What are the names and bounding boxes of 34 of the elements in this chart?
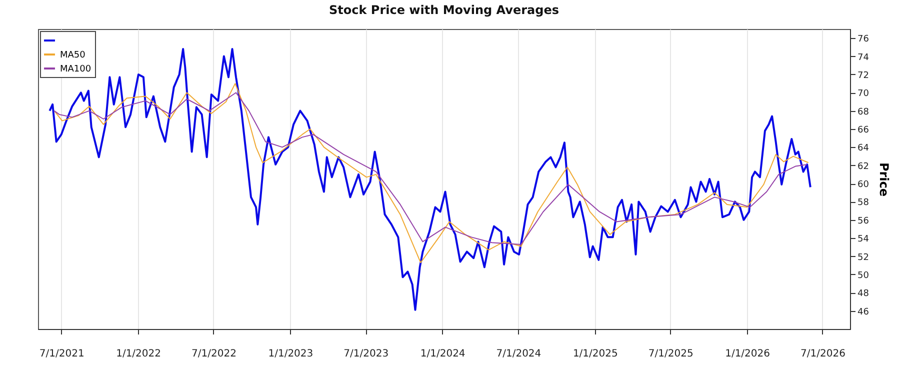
chart-title: Stock Price with Moving Averages — [329, 3, 559, 17]
y-tick-label: 54 — [858, 234, 870, 245]
y-tick-label: 52 — [858, 252, 869, 263]
y-tick-label: 48 — [858, 289, 870, 300]
legend-label: MA100 — [60, 64, 92, 74]
y-tick-label: 56 — [858, 216, 870, 226]
y-tick-label: 76 — [858, 34, 870, 45]
y-tick-label: 66 — [858, 126, 870, 136]
x-tick-label: 7/1/2021 — [39, 348, 84, 360]
y-tick-label: 46 — [858, 307, 870, 318]
line-series — [54, 83, 809, 264]
x-tick-label: 7/1/2024 — [496, 348, 542, 360]
y-tick-label: 62 — [858, 162, 869, 172]
y-tick-label: 60 — [858, 180, 870, 190]
x-tick-label: 7/1/2025 — [648, 348, 694, 360]
y-tick-label: 64 — [858, 144, 870, 154]
legend-label: MA50 — [60, 50, 86, 60]
y-tick-label: 74 — [858, 52, 870, 63]
x-tick-label: 1/1/2026 — [725, 348, 770, 360]
x-tick-label: 7/1/2023 — [344, 348, 389, 360]
x-tick-label: 1/1/2022 — [116, 348, 161, 360]
x-tick-label: 1/1/2023 — [268, 348, 314, 360]
x-tick-label: 1/1/2024 — [420, 348, 466, 360]
x-tick-label: 1/1/2025 — [572, 348, 618, 360]
y-tick-label: 58 — [858, 198, 870, 208]
line-series — [48, 48, 812, 311]
y-tick-label: 68 — [858, 107, 870, 118]
y-tick-label: 70 — [858, 89, 870, 100]
y-tick-label: 50 — [858, 270, 870, 281]
line-series — [54, 92, 808, 245]
y-tick-label: 72 — [858, 70, 869, 81]
y-axis-title: Price — [876, 162, 891, 197]
x-tick-label: 7/1/2026 — [800, 348, 846, 360]
x-tick-label: 7/1/2022 — [192, 348, 236, 360]
